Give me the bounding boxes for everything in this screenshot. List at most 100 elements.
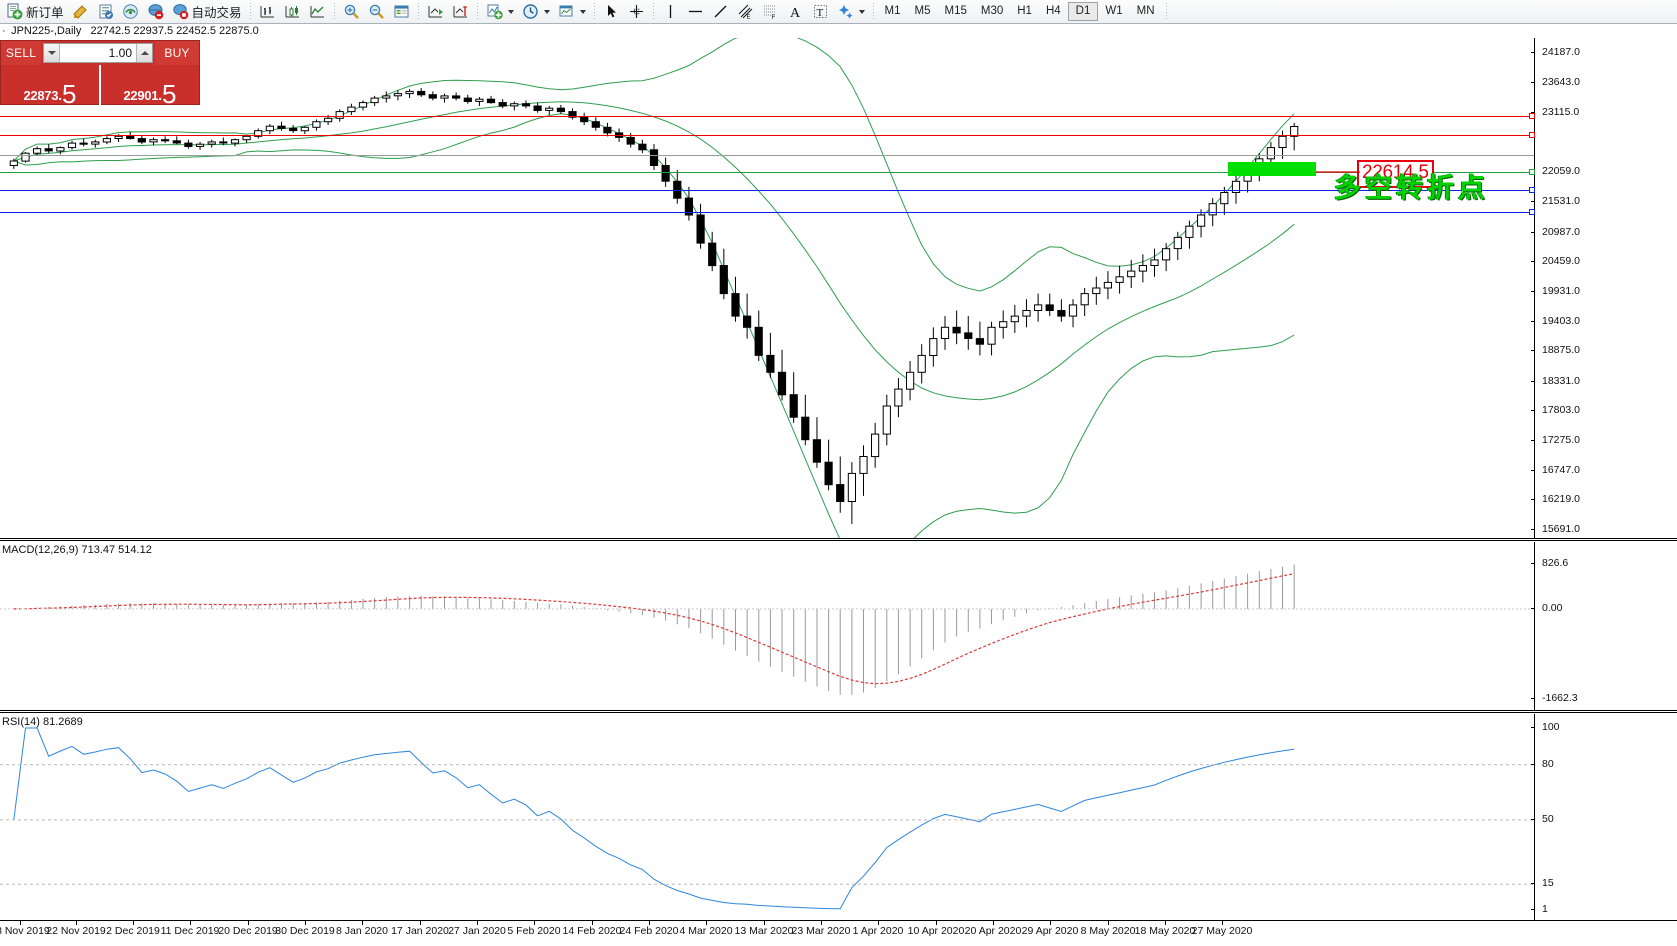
bar-chart-button[interactable] bbox=[255, 1, 280, 23]
pane-separator-macd[interactable] bbox=[0, 538, 1677, 541]
timeframe-h1[interactable]: H1 bbox=[1017, 5, 1032, 17]
timeframe-m1[interactable]: M1 bbox=[884, 5, 901, 17]
date-tick-label: 4 Mar 2020 bbox=[679, 925, 733, 937]
horizontal-line-button[interactable] bbox=[683, 1, 708, 23]
price-level-line[interactable] bbox=[0, 169, 1535, 175]
price-level-line[interactable] bbox=[0, 113, 1535, 119]
shapes-caret-icon[interactable] bbox=[858, 9, 865, 14]
date-tick-label: 11 Dec 2019 bbox=[160, 925, 220, 937]
metaeditor-button[interactable] bbox=[68, 1, 93, 23]
chart-area[interactable]: 24187.0 23643.0 23115.0 22059.0 21531.0 20987… bbox=[0, 38, 1677, 945]
level-handle[interactable] bbox=[1529, 113, 1535, 119]
date-tick-label: 8 Jan 2020 bbox=[336, 925, 388, 937]
main-toolbar: 新订单 bbox=[0, 0, 1677, 24]
timeframe-m30[interactable]: M30 bbox=[980, 5, 1004, 17]
volume-decrement-button[interactable] bbox=[44, 44, 60, 62]
chart-shift-icon bbox=[452, 3, 469, 20]
fibonacci-button[interactable]: F bbox=[758, 1, 783, 23]
timeframe-m15[interactable]: M15 bbox=[944, 5, 967, 17]
zoom-in-button[interactable] bbox=[339, 1, 364, 23]
cursor-button[interactable] bbox=[599, 1, 624, 23]
price-pane[interactable]: 24187.0 23643.0 23115.0 22059.0 21531.0 20987… bbox=[0, 38, 1677, 538]
date-tick-mark bbox=[20, 921, 21, 925]
macd-scale[interactable]: 826.6 0.00 -1662.3 bbox=[1531, 542, 1677, 710]
templates-caret-icon[interactable] bbox=[579, 9, 586, 14]
shapes-icon bbox=[837, 3, 854, 20]
signals-button[interactable] bbox=[118, 1, 143, 23]
timeframe-w1[interactable]: W1 bbox=[1105, 5, 1123, 17]
symbol-ohlc: 22742.5 22937.5 22452.5 22875.0 bbox=[90, 25, 259, 37]
sell-price[interactable]: 22873. 5 bbox=[1, 65, 101, 107]
pane-separator-rsi[interactable] bbox=[0, 710, 1677, 713]
data-window-icon bbox=[393, 3, 410, 20]
date-tick-label: 18 May 2020 bbox=[1134, 925, 1196, 937]
one-click-top-row: SELL 1.00 BUY bbox=[1, 41, 199, 65]
toolbar-separator-5 bbox=[593, 2, 595, 21]
macd-pane[interactable]: MACD(12,26,9) 713.47 514.12 826.6 0.00 -16… bbox=[0, 542, 1677, 710]
vertical-line-button[interactable] bbox=[658, 1, 683, 23]
vertical-line-icon bbox=[662, 3, 679, 20]
autotrading-button[interactable]: 自动交易 bbox=[168, 1, 246, 23]
clock-icon bbox=[522, 3, 539, 20]
price-level-line[interactable] bbox=[0, 187, 1535, 193]
toolbar-separator bbox=[249, 2, 251, 21]
volume-stepper[interactable]: 1.00 bbox=[43, 43, 153, 63]
indicators-caret-icon[interactable] bbox=[507, 9, 514, 14]
price-level-line[interactable] bbox=[0, 155, 1534, 156]
buy-price[interactable]: 22901. 5 bbox=[101, 65, 199, 107]
templates-button[interactable] bbox=[554, 1, 590, 23]
date-tick-mark bbox=[190, 921, 191, 925]
indicators-button[interactable] bbox=[482, 1, 518, 23]
zoom-in-icon bbox=[343, 3, 360, 20]
zoom-out-button[interactable] bbox=[364, 1, 389, 23]
text-label-button[interactable]: T bbox=[808, 1, 833, 23]
auto-scroll-button[interactable] bbox=[423, 1, 448, 23]
toolbar-separator-2 bbox=[333, 2, 335, 21]
data-window-button[interactable] bbox=[389, 1, 414, 23]
crosshair-button[interactable] bbox=[624, 1, 649, 23]
periods-button[interactable] bbox=[518, 1, 554, 23]
rsi-scale[interactable]: 100 80 50 15 1 bbox=[1531, 714, 1677, 920]
periods-caret-icon[interactable] bbox=[543, 9, 550, 14]
trendline-button[interactable] bbox=[708, 1, 733, 23]
expert-advisors-button[interactable] bbox=[93, 1, 118, 23]
date-tick-mark bbox=[248, 921, 249, 925]
timeframe-d1[interactable]: D1 bbox=[1067, 2, 1099, 21]
candlestick-icon bbox=[284, 3, 301, 20]
date-tick-mark bbox=[534, 921, 535, 925]
text-button[interactable]: A bbox=[783, 1, 808, 23]
level-handle[interactable] bbox=[1529, 169, 1535, 175]
level-handle[interactable] bbox=[1529, 132, 1535, 138]
rsi-pane[interactable]: RSI(14) 81.2689 100 80 50 15 1 bbox=[0, 714, 1677, 920]
timeframe-m5[interactable]: M5 bbox=[914, 5, 931, 17]
bar-chart-icon bbox=[259, 3, 276, 20]
volume-input[interactable]: 1.00 bbox=[108, 46, 132, 60]
market-button[interactable] bbox=[143, 1, 168, 23]
date-tick-mark bbox=[477, 921, 478, 925]
new-order-button[interactable]: 新订单 bbox=[2, 1, 68, 23]
price-level-line[interactable] bbox=[0, 132, 1535, 138]
price-level-line[interactable] bbox=[0, 209, 1535, 215]
timeframe-h4[interactable]: H4 bbox=[1045, 5, 1061, 17]
volume-increment-button[interactable] bbox=[136, 44, 152, 62]
level-handle[interactable] bbox=[1529, 187, 1535, 193]
line-chart-button[interactable] bbox=[305, 1, 330, 23]
auto-scroll-icon bbox=[427, 3, 444, 20]
timeframe-mn[interactable]: MN bbox=[1136, 5, 1155, 17]
shapes-button[interactable] bbox=[833, 1, 869, 23]
date-tick-label: 27 May 2020 bbox=[1191, 925, 1253, 937]
text-icon: A bbox=[787, 3, 804, 20]
rsi-chart-canvas bbox=[0, 727, 1534, 910]
buy-button[interactable]: BUY bbox=[155, 41, 199, 65]
sell-button[interactable]: SELL bbox=[1, 41, 41, 65]
price-scale[interactable]: 24187.0 23643.0 23115.0 22059.0 21531.0 20987… bbox=[1531, 38, 1677, 538]
date-tick-label: 22 Nov 2019 bbox=[46, 925, 106, 937]
equidistant-channel-button[interactable]: E bbox=[733, 1, 758, 23]
level-handle[interactable] bbox=[1529, 209, 1535, 215]
chart-shift-button[interactable] bbox=[448, 1, 473, 23]
candlestick-chart-button[interactable] bbox=[280, 1, 305, 23]
date-tick-label: 1 Apr 2020 bbox=[852, 925, 904, 937]
buy-price-dot: . bbox=[158, 87, 163, 103]
one-click-trading-panel[interactable]: SELL 1.00 BUY 22873. 5 22901. 5 bbox=[0, 40, 200, 107]
